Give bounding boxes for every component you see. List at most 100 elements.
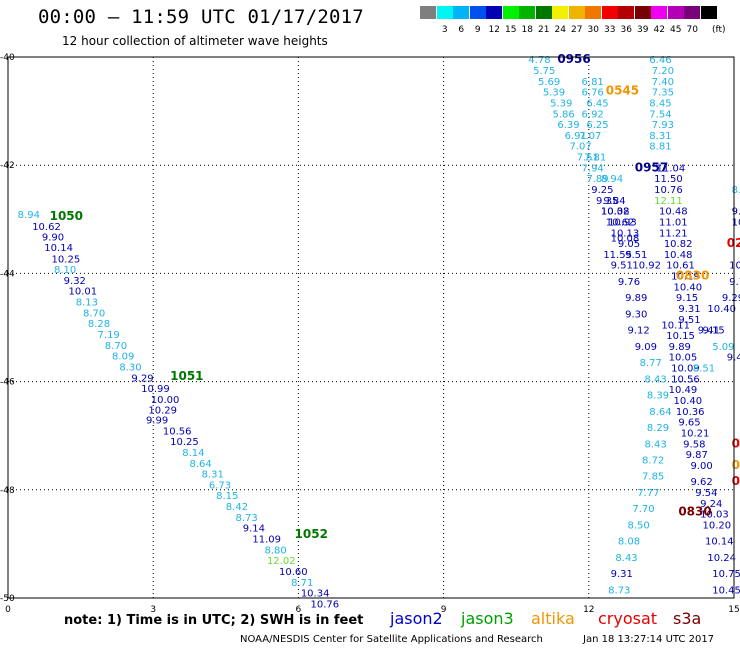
wave-height-reading: 7.93 xyxy=(652,120,674,131)
wave-height-reading: 8.73 xyxy=(235,513,257,524)
wave-height-reading: 8.39 xyxy=(647,391,669,402)
wave-height-reading: 10.02 xyxy=(601,207,630,218)
wave-height-reading: 10.29 xyxy=(148,406,177,417)
wave-height-reading: 7.89 xyxy=(586,174,608,185)
wave-height-reading: 9.35 xyxy=(596,196,618,207)
wave-height-reading: 9.15 xyxy=(676,293,698,304)
wave-height-reading: 9.24 xyxy=(700,499,722,510)
wave-height-reading: 4.78 xyxy=(528,55,550,66)
wave-height-reading: 9.05 xyxy=(618,239,640,250)
legend-label: 36 xyxy=(620,25,632,35)
pass-time-label: 02 xyxy=(732,436,740,450)
wave-height-reading: 10.13 xyxy=(611,228,640,239)
wave-height-reading: 10.40 xyxy=(674,282,703,293)
wave-height-reading: 6.91 xyxy=(565,131,587,142)
wave-height-reading: 6.46 xyxy=(649,55,671,66)
legend-label: 15 xyxy=(505,25,517,35)
x-tick-label: 12 xyxy=(583,605,594,615)
legend-label: 12 xyxy=(488,25,500,35)
wave-height-reading: 11.55 xyxy=(603,250,632,261)
wave-height-reading: 10.76 xyxy=(311,599,340,610)
wave-height-reading: 9.25 xyxy=(591,185,613,196)
wave-height-reading: 10.82 xyxy=(664,239,693,250)
legend-label: 18 xyxy=(521,25,533,35)
wave-height-reading: 9.51 xyxy=(611,261,633,272)
x-tick-label: 15 xyxy=(728,605,739,615)
wave-height-reading: 8.64 xyxy=(190,459,212,470)
page-subtitle: 12 hour collection of altimeter wave hei… xyxy=(62,34,328,48)
pass-time-label: 0956 xyxy=(557,52,590,66)
wave-height-reading: 7.81 xyxy=(584,153,606,164)
wave-height-reading: 5.39 xyxy=(550,98,572,109)
wave-height-reading: 6.45 xyxy=(586,98,608,109)
wave-height-reading: 8.10 xyxy=(54,265,76,276)
wave-height-reading: 5.09 xyxy=(712,342,734,353)
wave-height-reading: 8.31 xyxy=(649,131,671,142)
wave-height-reading: 10. xyxy=(732,217,740,228)
y-tick-label: -42 xyxy=(0,161,15,171)
wave-height-reading: 8.64 xyxy=(649,407,671,418)
satellite-s3a: s3a xyxy=(673,609,702,628)
wave-height-reading: 6.39 xyxy=(557,120,579,131)
wave-height-reading: 8.94 xyxy=(18,210,40,221)
wave-height-reading: 8.42 xyxy=(226,502,248,513)
wave-height-reading: 10.75 xyxy=(712,569,740,580)
wave-height-reading: 9.51 xyxy=(678,315,700,326)
satellite-jason3: jason3 xyxy=(461,609,514,628)
wave-height-reading: 9.89 xyxy=(669,342,691,353)
legend-swatch xyxy=(700,6,718,19)
wave-height-reading: 8.15 xyxy=(216,491,238,502)
satellite-jason2: jason2 xyxy=(390,609,443,628)
wave-height-reading: 9.31 xyxy=(678,304,700,315)
wave-height-reading: 9.31 xyxy=(611,569,633,580)
legend-label: 33 xyxy=(604,25,616,35)
wave-height-reading: 5.75 xyxy=(533,66,555,77)
wave-height-reading: 10.40 xyxy=(707,304,736,315)
wave-height-reading: 10.56 xyxy=(671,374,700,385)
y-tick-label: -40 xyxy=(0,53,15,63)
wave-height-reading: 9.99 xyxy=(146,415,168,426)
wave-height-reading: 9.54 xyxy=(695,488,717,499)
wave-height-reading: 10.45 xyxy=(712,585,740,596)
wave-height-reading: 9.65 xyxy=(678,418,700,429)
wave-height-reading: 8.94 xyxy=(601,174,623,185)
pass-time-label: 1050 xyxy=(50,209,83,223)
y-tick-label: -50 xyxy=(0,594,15,604)
wave-height-reading: 6.92 xyxy=(582,109,604,120)
wave-height-reading: 9.62 xyxy=(690,477,712,488)
wave-height-reading: 10.62 xyxy=(32,222,61,233)
wave-height-reading: 10.34 xyxy=(301,589,330,600)
wave-height-reading: 8.28 xyxy=(88,319,110,330)
wave-height-reading: 8.14 xyxy=(182,448,204,459)
wave-height-reading: 8.13 xyxy=(76,298,98,309)
wave-height-reading: 10.76 xyxy=(654,185,683,196)
wave-height-reading: 6.76 xyxy=(582,88,604,99)
wave-height-reading: 10.14 xyxy=(705,537,734,548)
y-tick-label: -46 xyxy=(0,378,15,388)
wave-height-reading: 8.77 xyxy=(640,358,662,369)
page-title: 00:00 – 11:59 UTC 01/17/2017 xyxy=(38,6,364,28)
wave-height-reading: 9.51 xyxy=(625,250,647,261)
wave-height-reading: 9.89 xyxy=(625,293,647,304)
map-frame xyxy=(7,56,735,599)
legend-label: 42 xyxy=(653,25,665,35)
wave-height-reading: 10.40 xyxy=(674,396,703,407)
pass-time-label: 02 xyxy=(732,474,740,488)
wave-height-reading: 9.58 xyxy=(683,439,705,450)
wave-height-reading: 9.29 xyxy=(722,293,740,304)
wave-height-reading: 8.29 xyxy=(647,423,669,434)
wave-height-reading: 5.39 xyxy=(543,88,565,99)
wave-height-reading: 10.12 xyxy=(729,261,740,272)
wave-height-reading: 9.12 xyxy=(628,326,650,337)
wave-height-reading: 7.07 xyxy=(579,131,601,142)
legend-label: 6 xyxy=(458,25,465,35)
wave-height-reading: 9.76 xyxy=(618,277,640,288)
wave-height-reading: 10.36 xyxy=(676,407,705,418)
wave-height-reading: 10.99 xyxy=(141,384,170,395)
wave-height-reading: 7.40 xyxy=(652,77,674,88)
wave-height-reading: 10.60 xyxy=(279,567,308,578)
wave-height-reading: 9.15 xyxy=(703,326,725,337)
wave-height-reading: 8.09 xyxy=(112,352,134,363)
legend-label: 30 xyxy=(587,25,599,35)
